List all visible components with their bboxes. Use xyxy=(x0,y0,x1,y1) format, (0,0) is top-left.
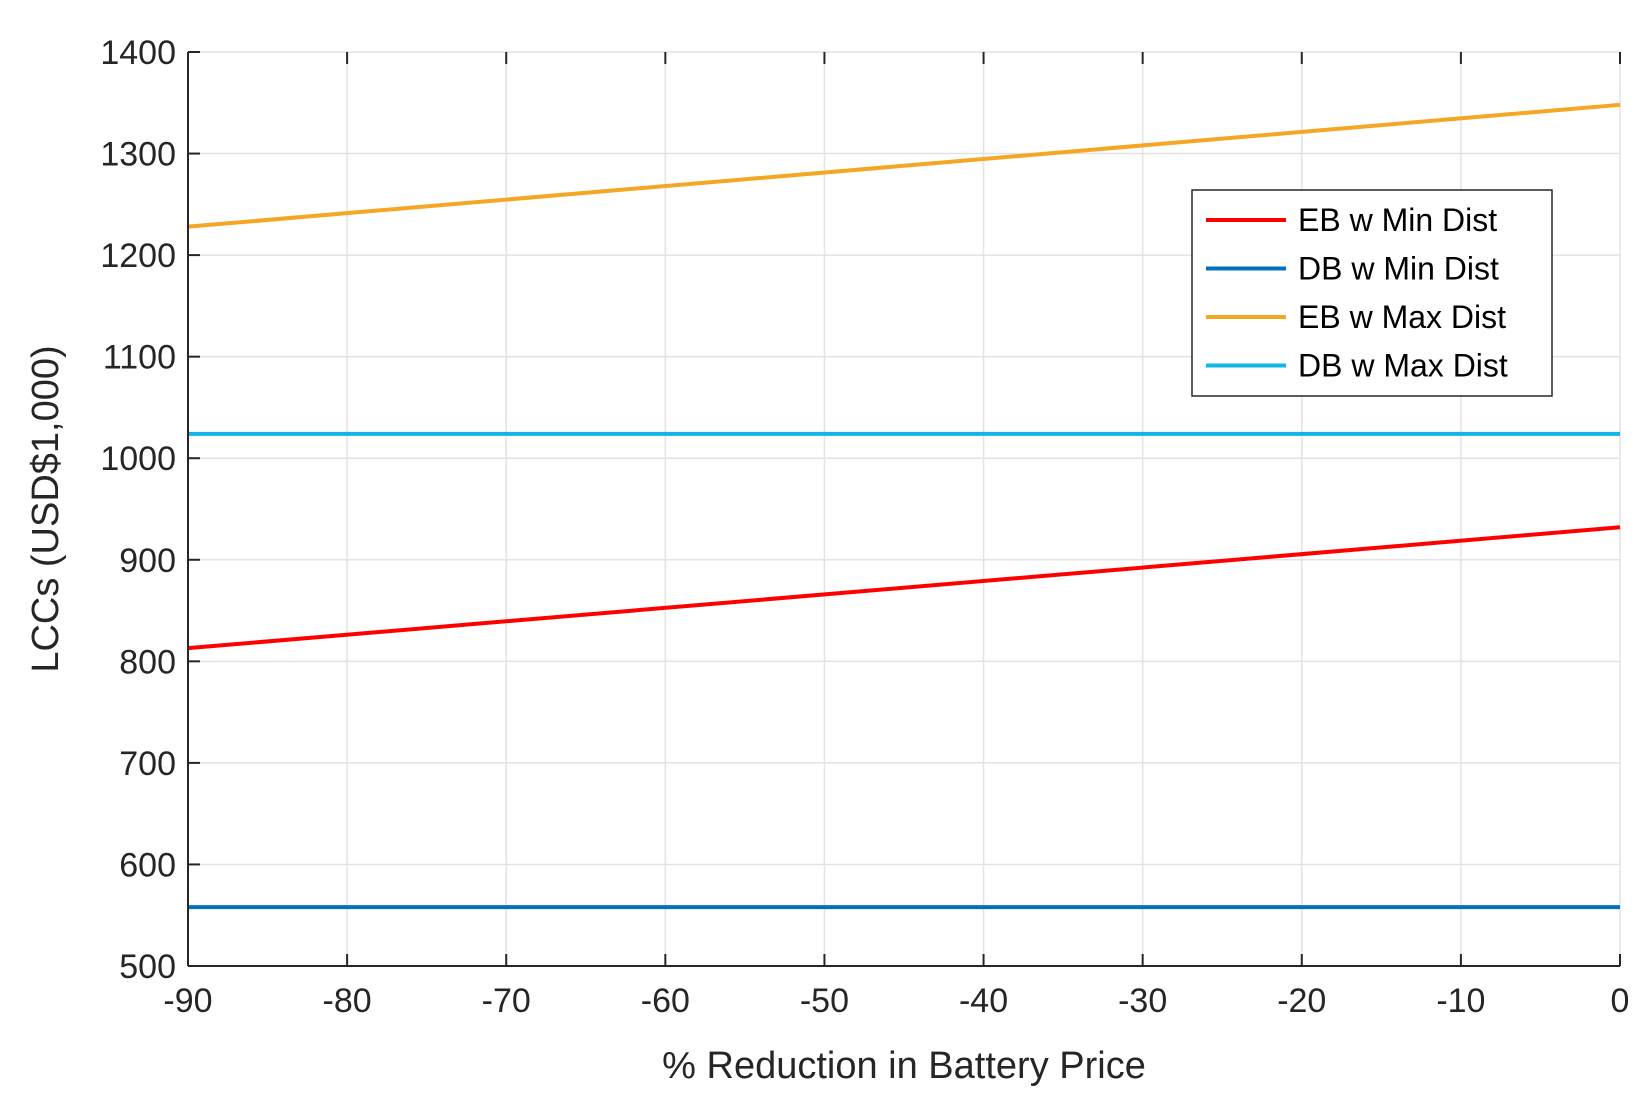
legend-box xyxy=(1191,189,1553,397)
x-tick-label: -60 xyxy=(641,982,690,1020)
x-tick-label: -70 xyxy=(482,982,531,1020)
series-line-eb-w-max-dist xyxy=(187,102,1621,229)
series-line-eb-w-min-dist xyxy=(187,525,1621,651)
y-tick-label: 700 xyxy=(119,745,176,783)
x-tick-label: 0 xyxy=(1611,982,1630,1020)
y-tick-label: 1000 xyxy=(100,440,176,478)
axes xyxy=(187,51,1621,967)
x-tick-label: -20 xyxy=(1277,982,1326,1020)
x-axis-title: % Reduction in Battery Price xyxy=(662,1045,1146,1087)
x-tick-label: -30 xyxy=(1118,982,1167,1020)
legend-label: DB w Min Dist xyxy=(1298,251,1499,287)
y-tick-label: 800 xyxy=(119,643,176,681)
y-tick-label: 1300 xyxy=(100,136,176,174)
y-tick-label: 500 xyxy=(119,948,176,986)
legend-label: EB w Max Dist xyxy=(1298,299,1506,335)
series-lines xyxy=(187,102,1621,910)
x-tick-label: -90 xyxy=(163,982,212,1020)
x-tick-label: -50 xyxy=(800,982,849,1020)
legend-label: EB w Min Dist xyxy=(1298,202,1497,238)
y-tick-label: 900 xyxy=(119,542,176,580)
tick-labels: -90 -80 -70 -60 -50 -40 -30 -20 -10 0 500 600 700 800… xyxy=(100,34,1629,1020)
x-tick-label: -80 xyxy=(323,982,372,1020)
legend-label: DB w Max Dist xyxy=(1298,348,1508,384)
x-tick-label: -10 xyxy=(1436,982,1485,1020)
legend: EB w Min Dist DB w Min Dist EB w Max Dist D… xyxy=(1191,189,1553,397)
y-tick-label: 600 xyxy=(119,846,176,884)
y-tick-label: 1100 xyxy=(103,339,176,377)
y-axis-title: LCCs (USD$1,000) xyxy=(25,345,67,672)
x-tick-label: -40 xyxy=(959,982,1008,1020)
y-tick-label: 1400 xyxy=(100,34,176,72)
y-tick-label: 1200 xyxy=(100,237,176,275)
